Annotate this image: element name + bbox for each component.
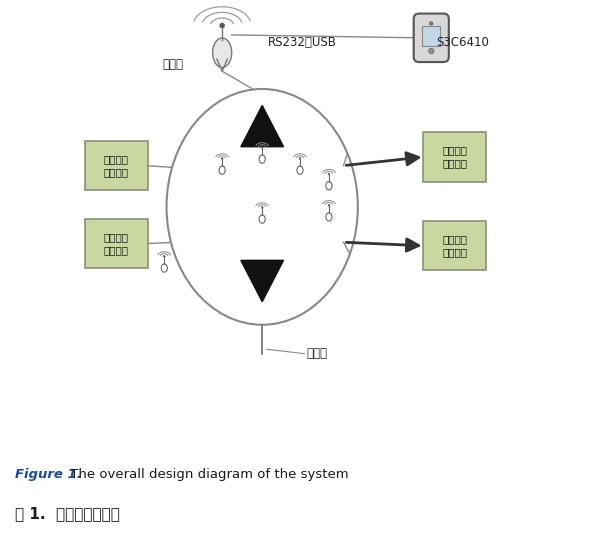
Ellipse shape	[212, 38, 232, 68]
FancyBboxPatch shape	[423, 221, 486, 271]
FancyBboxPatch shape	[85, 141, 148, 190]
Text: 压力数据
采集终端: 压力数据 采集终端	[442, 145, 467, 168]
Polygon shape	[217, 59, 227, 71]
Circle shape	[299, 158, 301, 159]
Circle shape	[328, 173, 330, 175]
Text: 协调器: 协调器	[163, 58, 184, 71]
Circle shape	[221, 158, 223, 159]
FancyBboxPatch shape	[423, 132, 486, 182]
Text: The overall design diagram of the system: The overall design diagram of the system	[66, 467, 349, 481]
Polygon shape	[241, 260, 284, 302]
FancyBboxPatch shape	[422, 26, 440, 46]
Text: Figure 1.: Figure 1.	[15, 467, 82, 481]
Circle shape	[163, 256, 165, 257]
Circle shape	[430, 22, 433, 25]
Text: 图 1.  系统总体设计图: 图 1. 系统总体设计图	[15, 506, 120, 520]
Text: RS232转USB: RS232转USB	[268, 36, 337, 49]
Text: S3C6410: S3C6410	[436, 36, 489, 49]
Polygon shape	[241, 106, 284, 147]
Circle shape	[261, 206, 263, 209]
Text: 环境数据
采集终端: 环境数据 采集终端	[104, 232, 129, 255]
Circle shape	[220, 24, 224, 27]
Circle shape	[430, 50, 432, 52]
Text: 液压泵: 液压泵	[307, 347, 328, 360]
Circle shape	[261, 146, 263, 148]
FancyBboxPatch shape	[85, 219, 148, 268]
Text: 温度数据
采集终端: 温度数据 采集终端	[104, 154, 129, 177]
FancyBboxPatch shape	[413, 13, 449, 62]
Circle shape	[328, 204, 330, 206]
Text: 流量数据
采集终端: 流量数据 采集终端	[442, 234, 467, 257]
